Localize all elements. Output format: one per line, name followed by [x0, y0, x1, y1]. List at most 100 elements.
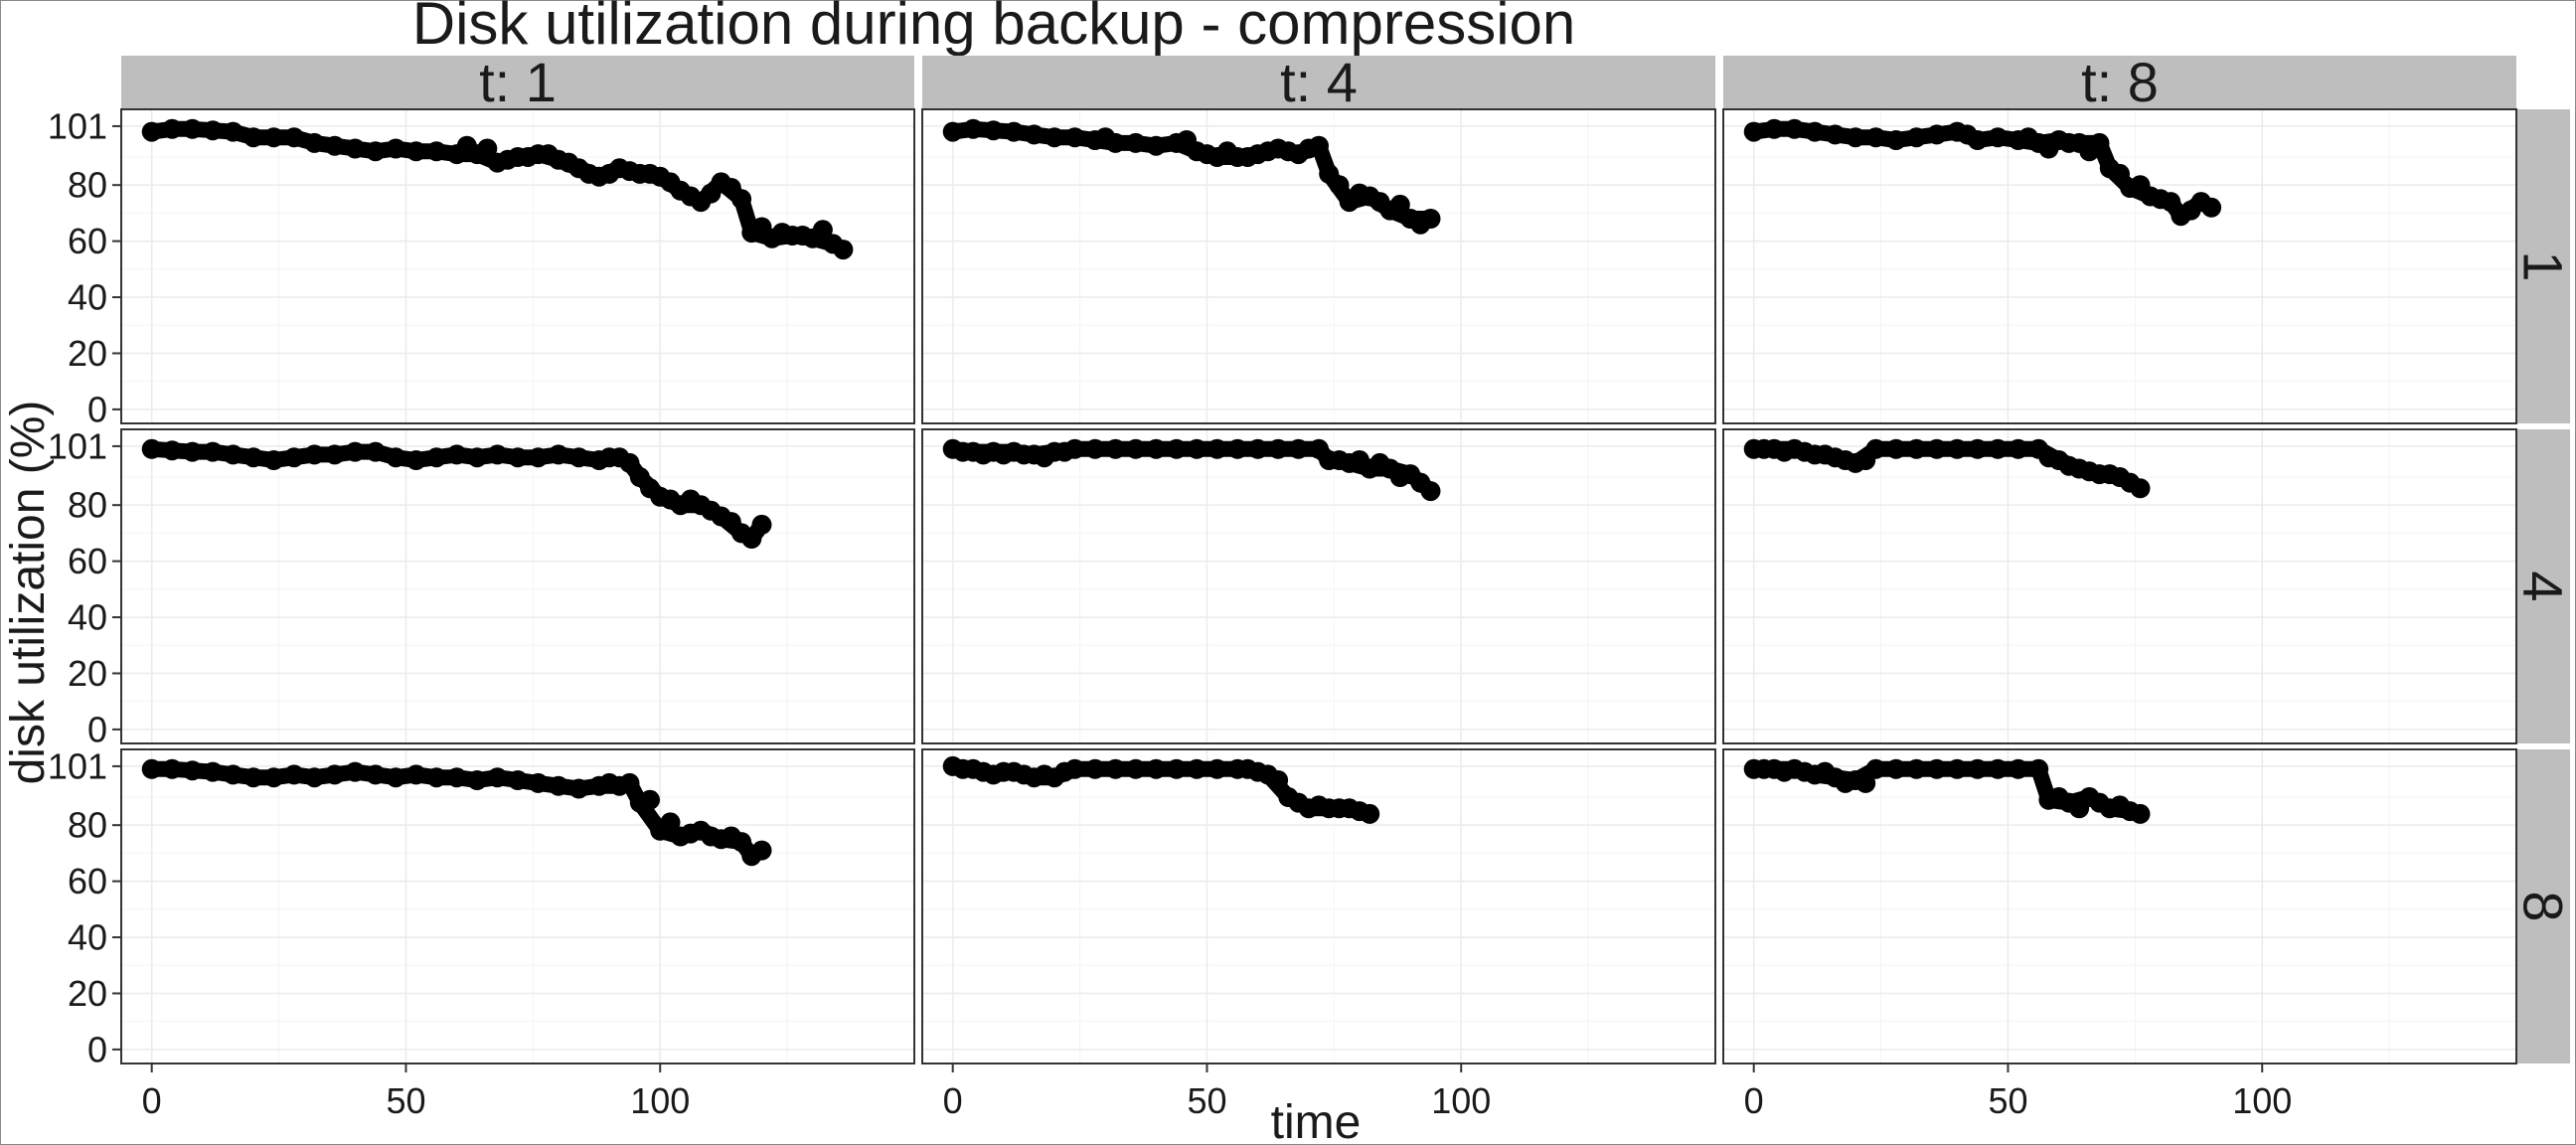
row-strip	[2516, 109, 2570, 423]
x-tick-label: 50	[1988, 1080, 2027, 1121]
column-strip	[1723, 56, 2516, 109]
x-tick-label: 50	[386, 1080, 425, 1121]
data-point	[1146, 758, 1167, 779]
data-point	[1004, 121, 1025, 142]
data-point	[446, 444, 467, 465]
data-point	[162, 118, 183, 139]
row-strip-label: 4	[2512, 571, 2575, 601]
row-strip	[2516, 429, 2570, 743]
data-point	[365, 764, 386, 785]
panel-border	[120, 748, 915, 1064]
data-point	[1227, 438, 1248, 459]
y-tick-label: 101	[48, 105, 107, 146]
data-point	[508, 770, 528, 790]
data-point	[1825, 124, 1846, 145]
data-point	[1805, 121, 1826, 142]
row-strip	[2516, 749, 2570, 1063]
data-point	[1125, 758, 1146, 779]
data-point	[1906, 758, 1927, 779]
panel-series	[942, 118, 1441, 235]
data-point	[1360, 803, 1380, 824]
data-point	[141, 438, 162, 459]
data-point	[283, 447, 304, 468]
data-point	[1084, 438, 1105, 459]
y-tick-label: 20	[68, 973, 107, 1014]
data-point	[1125, 438, 1146, 459]
data-point	[731, 832, 752, 853]
data-point	[1064, 438, 1085, 459]
x-tick-label: 100	[2232, 1080, 2292, 1121]
y-tick-label: 40	[68, 277, 107, 318]
data-point	[1268, 438, 1289, 459]
data-point	[386, 767, 406, 788]
x-tick-label: 100	[1431, 1080, 1491, 1121]
data-point	[1247, 438, 1268, 459]
data-point	[405, 450, 426, 470]
data-point	[1105, 132, 1126, 153]
data-point	[426, 141, 447, 162]
data-point	[1885, 438, 1906, 459]
data-point	[2089, 132, 2110, 153]
data-point	[548, 775, 568, 796]
chart-title: Disk utilization during backup - compres…	[412, 0, 1576, 57]
y-tick-label: 20	[68, 333, 107, 374]
data-point	[1105, 758, 1126, 779]
data-point	[548, 444, 568, 465]
data-point	[283, 127, 304, 148]
data-point	[182, 441, 203, 462]
data-point	[1743, 121, 1764, 142]
panel-background	[1723, 109, 2516, 423]
panel-series	[1743, 438, 2151, 499]
data-point	[203, 120, 224, 141]
y-tick-label: 0	[87, 709, 107, 749]
data-point	[568, 778, 589, 799]
data-point	[223, 444, 243, 465]
data-point	[1885, 758, 1906, 779]
y-tick-label: 101	[48, 745, 107, 786]
panel-border	[120, 428, 915, 744]
data-point	[1187, 758, 1208, 779]
data-point	[243, 127, 263, 148]
panel-series	[141, 758, 772, 867]
panel-series	[1743, 758, 2151, 824]
data-point	[1309, 135, 1329, 156]
data-point	[426, 767, 447, 788]
data-point	[1967, 130, 1988, 150]
panel-border	[1722, 108, 2517, 424]
data-point	[1865, 758, 1886, 779]
data-point	[508, 447, 528, 468]
data-point	[345, 761, 366, 782]
data-point	[1926, 758, 1947, 779]
panel-series	[141, 118, 854, 260]
data-point	[141, 758, 162, 779]
data-point	[1967, 438, 1988, 459]
data-point	[203, 441, 224, 462]
data-point	[1064, 127, 1085, 148]
data-point	[1187, 438, 1208, 459]
data-point	[182, 118, 203, 139]
data-point	[446, 767, 467, 788]
data-point	[203, 761, 224, 782]
panel-series	[942, 755, 1380, 824]
data-point	[1926, 124, 1947, 145]
data-point	[1855, 772, 1876, 793]
data-point	[1064, 758, 1085, 779]
data-point	[467, 770, 488, 790]
data-point	[1146, 135, 1167, 156]
row-strip-label: 1	[2512, 250, 2575, 281]
panel-series	[942, 438, 1441, 502]
data-point	[345, 441, 366, 462]
panel-border	[1722, 748, 2517, 1064]
data-point	[1166, 438, 1187, 459]
data-point	[1146, 438, 1167, 459]
y-tick-label: 60	[68, 221, 107, 261]
x-tick-label: 50	[1187, 1080, 1226, 1121]
data-point	[304, 767, 325, 788]
data-point	[477, 138, 498, 159]
data-point	[2201, 197, 2222, 218]
data-point	[304, 132, 325, 153]
y-tick-label: 80	[68, 485, 107, 526]
data-point	[2130, 803, 2151, 824]
panel-border	[120, 108, 915, 424]
data-point	[324, 135, 345, 156]
